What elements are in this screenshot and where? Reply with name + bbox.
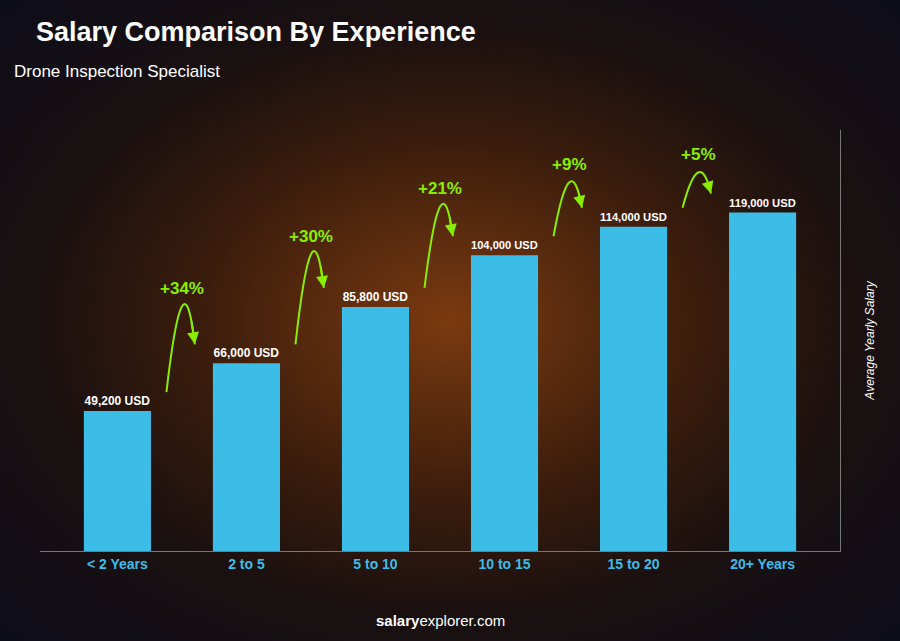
svg-text:Drone Inspection Specialist: Drone Inspection Specialist <box>14 62 220 81</box>
svg-text:104,000 USD: 104,000 USD <box>471 239 538 251</box>
svg-text:66,000 USD: 66,000 USD <box>214 346 280 360</box>
svg-text:85,800 USD: 85,800 USD <box>343 290 409 304</box>
svg-text:< 2 Years: < 2 Years <box>87 556 148 572</box>
svg-text:salaryexplorer.com: salaryexplorer.com <box>376 612 505 629</box>
svg-text:10 to 15: 10 to 15 <box>478 556 530 572</box>
svg-text:+5%: +5% <box>681 145 716 164</box>
svg-text:119,000 USD: 119,000 USD <box>729 197 796 209</box>
svg-text:Average Yearly Salary: Average Yearly Salary <box>863 280 877 400</box>
svg-text:49,200 USD: 49,200 USD <box>85 394 151 408</box>
svg-text:20+ Years: 20+ Years <box>730 556 795 572</box>
svg-text:+34%: +34% <box>160 279 204 298</box>
svg-text:Salary Comparison By Experienc: Salary Comparison By Experience <box>36 17 476 47</box>
svg-text:+30%: +30% <box>289 227 333 246</box>
svg-text:+21%: +21% <box>418 179 462 198</box>
svg-text:2 to 5: 2 to 5 <box>228 556 265 572</box>
svg-text:15 to 20: 15 to 20 <box>607 556 659 572</box>
svg-text:+9%: +9% <box>552 155 587 174</box>
svg-text:114,000 USD: 114,000 USD <box>600 211 667 223</box>
svg-text:5 to 10: 5 to 10 <box>353 556 398 572</box>
